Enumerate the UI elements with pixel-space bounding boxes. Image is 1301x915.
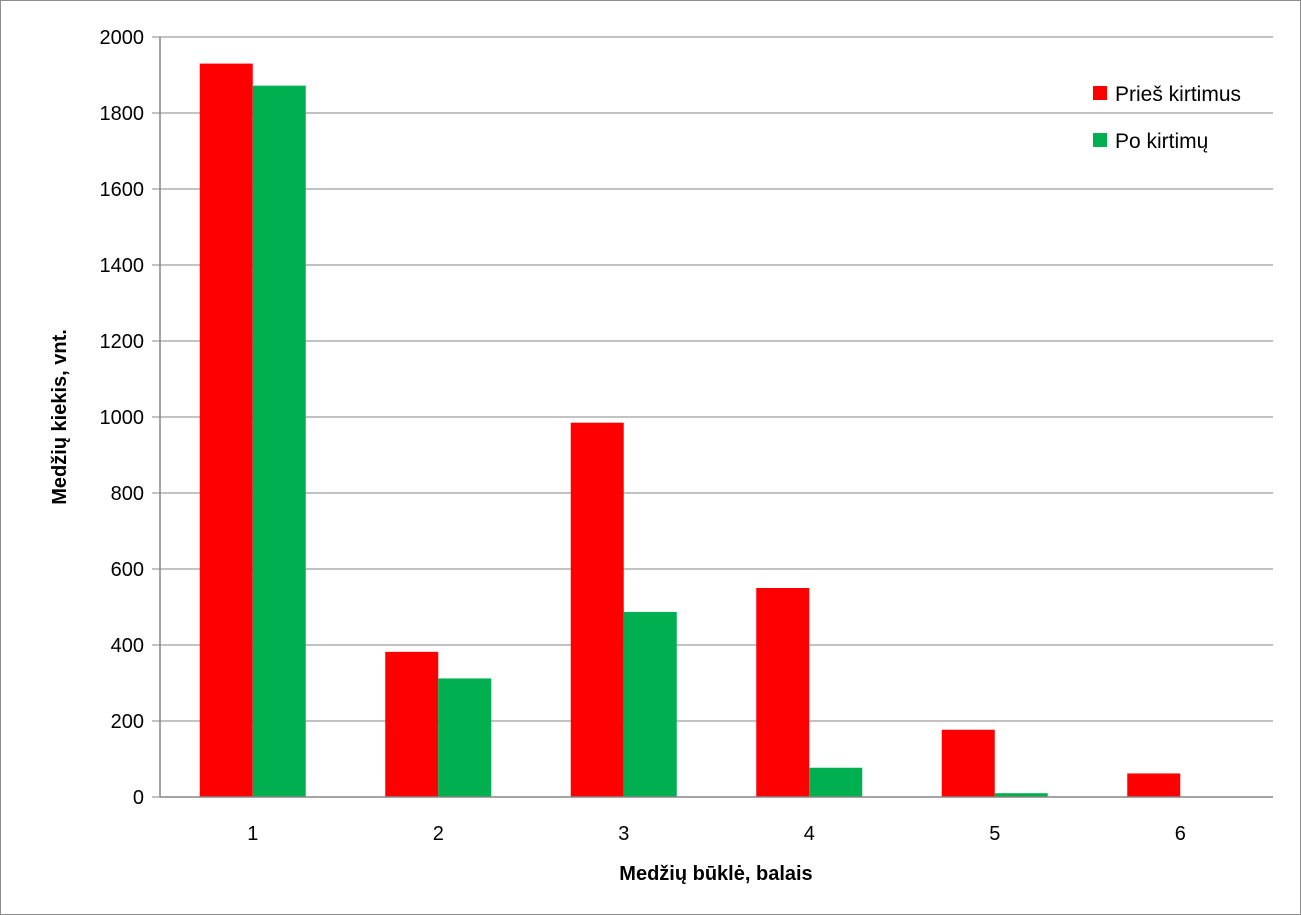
y-tick-label: 800 (111, 483, 144, 505)
bar-series-0-cat-1 (199, 63, 253, 798)
y-tick-label: 0 (133, 787, 144, 809)
y-tick-label: 1800 (100, 103, 145, 125)
bar-series-1-cat-4 (809, 767, 863, 797)
legend-swatch-po-kirtimu (1093, 133, 1107, 147)
bar-series-0-cat-3 (570, 422, 624, 797)
y-tick-label: 1400 (100, 255, 145, 277)
x-tick-label: 4 (804, 823, 815, 845)
y-axis-title: Medžių kiekis, vnt. (49, 329, 71, 505)
y-tick-label: 1600 (100, 179, 145, 201)
y-tick-label: 1000 (100, 407, 145, 429)
y-tick-label: 400 (111, 635, 144, 657)
y-tick-label: 200 (111, 711, 144, 733)
legend-label-po-kirtimu: Po kirtimų (1115, 130, 1208, 153)
x-tick-label: 1 (247, 823, 258, 845)
y-axis-ticks: 0 200 400 600 800 1000 1200 1400 1600 1800 2000 (100, 27, 161, 809)
x-axis-title: Medžių būklė, balais (619, 863, 812, 885)
legend-label-pries-kirtimus: Prieš kirtimus (1115, 83, 1241, 106)
x-axis-ticks: 1 2 3 4 5 6 (247, 823, 1186, 845)
bar-series-0-cat-2 (385, 651, 439, 797)
bar-series-0-cat-5 (941, 729, 995, 797)
bar-series-1-cat-5 (994, 793, 1048, 797)
bar-series-0-cat-4 (756, 588, 810, 797)
y-tick-label: 1200 (100, 331, 145, 353)
bar-series-0-cat-6 (1127, 773, 1181, 797)
bars (199, 63, 1181, 798)
bar-series-1-cat-2 (438, 678, 492, 797)
x-tick-label: 5 (989, 823, 1000, 845)
y-tick-label: 600 (111, 559, 144, 581)
bar-series-1-cat-3 (623, 611, 677, 797)
x-tick-label: 3 (618, 823, 629, 845)
legend-swatch-pries-kirtimus (1093, 86, 1107, 100)
x-tick-label: 6 (1175, 823, 1186, 845)
x-tick-label: 2 (433, 823, 444, 845)
gridlines (160, 36, 1273, 722)
bar-series-1-cat-1 (252, 85, 306, 797)
y-tick-label: 2000 (100, 27, 145, 49)
legend: Prieš kirtimus Po kirtimų (1093, 83, 1241, 153)
